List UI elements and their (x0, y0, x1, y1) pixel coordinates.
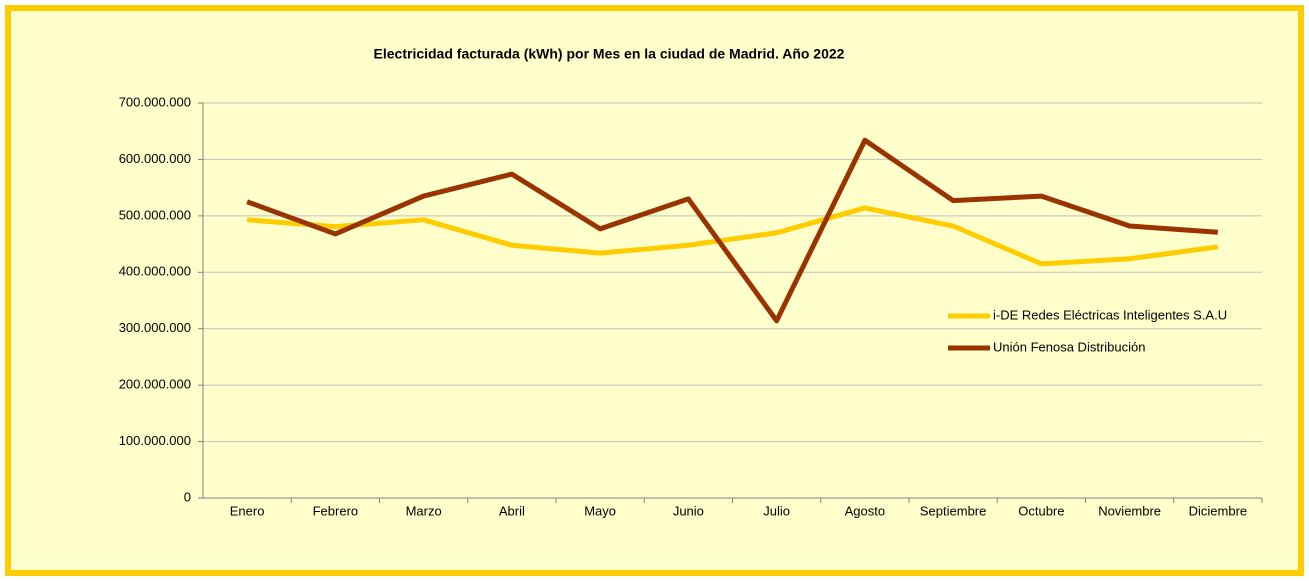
series-line (246, 205, 1219, 267)
x-tick-label: Marzo (406, 503, 442, 518)
chart-background (5, 5, 1304, 576)
y-tick-label: 200.000.000 (119, 377, 191, 392)
x-tick-label: Octubre (1018, 503, 1064, 518)
x-tick-label: Agosto (845, 503, 885, 518)
x-tick-label: Abril (499, 503, 525, 518)
series-line (246, 137, 1219, 324)
x-tick-label: Noviembre (1098, 503, 1161, 518)
y-tick-label: 600.000.000 (119, 151, 191, 166)
y-tick-label: 700.000.000 (119, 94, 191, 109)
x-tick-label: Febrero (313, 503, 359, 518)
y-tick-label: 500.000.000 (119, 207, 191, 222)
y-tick-label: 400.000.000 (119, 264, 191, 279)
x-tick-label: Junio (673, 503, 704, 518)
x-tick-label: Mayo (584, 503, 616, 518)
x-tick-label: Diciembre (1189, 503, 1248, 518)
legend-label: i-DE Redes Eléctricas Inteligentes S.A.U (993, 307, 1227, 322)
x-tick-label: Septiembre (920, 503, 986, 518)
y-tick-label: 0 (184, 489, 191, 504)
x-tick-label: Enero (230, 503, 265, 518)
chart-title: Electricidad facturada (kWh) por Mes en … (374, 46, 845, 62)
legend-label: Unión Fenosa Distribución (993, 339, 1145, 354)
y-tick-label: 300.000.000 (119, 320, 191, 335)
y-tick-label: 100.000.000 (119, 433, 191, 448)
x-tick-label: Julio (763, 503, 790, 518)
